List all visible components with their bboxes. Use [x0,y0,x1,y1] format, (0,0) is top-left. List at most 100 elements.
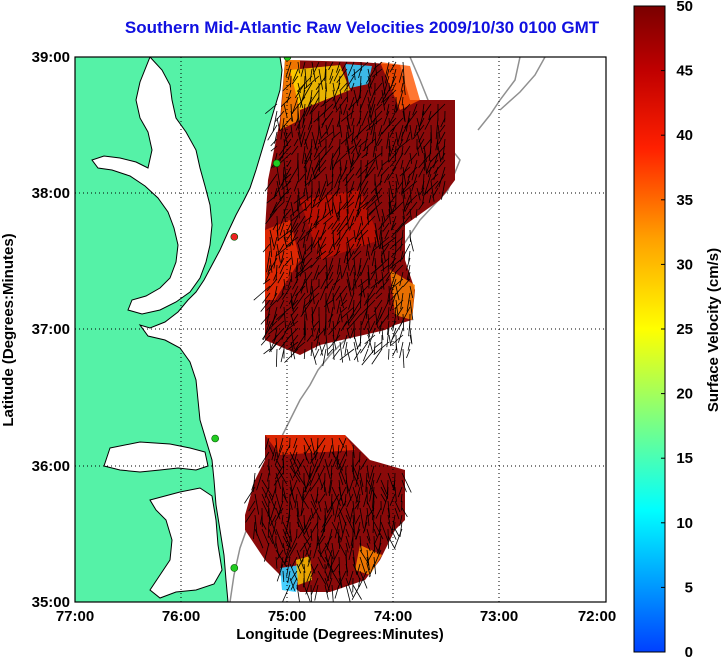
velocity-vector [346,208,349,229]
velocity-vector [369,479,375,502]
velocity-vector [411,173,418,192]
velocity-vector [406,348,411,359]
velocity-vector [317,549,326,563]
velocity-vector [276,243,281,263]
velocity-vector [258,451,270,469]
velocity-vector [299,264,306,277]
velocity-vector [329,68,334,80]
velocity-vector [346,327,351,339]
velocity-vector [295,264,299,279]
velocity-vector [268,201,278,220]
velocity-vector [293,451,298,465]
velocity-vector [324,570,330,582]
velocity-vector [283,208,286,223]
velocity-vector [276,306,292,320]
velocity-vector [287,278,292,289]
velocity-vector [303,96,313,118]
velocity-vector [297,61,300,74]
velocity-vector [336,222,348,236]
velocity-vector [391,222,404,238]
velocity-vector [289,479,298,497]
velocity-vector [337,208,341,217]
velocity-vector [348,542,354,561]
velocity-vector [277,271,285,284]
velocity-vector [368,465,375,483]
velocity-vector [332,451,340,468]
velocity-vector [322,348,327,367]
velocity-vector [313,215,320,226]
velocity-vector [389,493,396,506]
velocity-vector [375,306,383,325]
velocity-vector [397,180,404,190]
velocity-vector [402,208,405,220]
velocity-vector [399,166,411,177]
velocity-vector [409,124,413,140]
velocity-vector [261,528,270,546]
velocity-vector [387,306,390,320]
velocity-vector [278,138,292,156]
velocity-vector [265,208,278,225]
velocity-vector [402,110,406,121]
velocity-vector [331,159,334,170]
velocity-vector [291,96,306,114]
velocity-vector [392,313,397,332]
velocity-vector [395,180,398,193]
velocity-vector [388,194,393,214]
velocity-vector [291,75,299,85]
velocity-vector [353,243,362,255]
velocity-vector [297,131,302,147]
velocity-vector [270,138,278,147]
velocity-vector [353,229,357,243]
velocity-vector [295,110,306,131]
velocity-vector [254,514,258,536]
velocity-vector [331,173,334,191]
velocity-vector [373,521,384,540]
velocity-vector [346,236,352,257]
velocity-vector [352,500,356,523]
velocity-vector [308,173,313,186]
velocity-vector [339,264,343,280]
velocity-vector [314,131,320,150]
velocity-vector [351,117,355,126]
velocity-vector [334,521,340,539]
velocity-vector [381,124,390,135]
velocity-vector [303,584,311,602]
velocity-vector [282,145,285,159]
velocity-vector [327,493,340,513]
velocity-vector [402,313,405,332]
velocity-vector [388,201,391,214]
velocity-vector [338,465,347,485]
velocity-vector [372,500,375,521]
velocity-vector [416,187,421,201]
velocity-vector [423,152,427,173]
velocity-vector [336,257,341,275]
velocity-vector [421,103,425,116]
velocity-vector [328,61,334,71]
velocity-vector [296,584,300,602]
velocity-vector [289,486,296,503]
velocity-vector [384,173,390,184]
velocity-vector [346,271,352,290]
velocity-vector [347,61,355,76]
velocity-vector [402,215,405,227]
velocity-vector [360,257,369,276]
velocity-vector [362,348,369,362]
velocity-vector [346,138,350,154]
velocity-vector [310,493,317,508]
station-marker [211,434,219,443]
velocity-vector [394,500,401,513]
velocity-vector [318,535,326,546]
velocity-vector [297,89,304,109]
velocity-vector [313,145,320,158]
velocity-vector [345,577,354,598]
velocity-vector [272,222,278,231]
velocity-vector [346,173,348,183]
velocity-vector [290,313,295,327]
velocity-vector [331,451,344,471]
velocity-vector [283,138,286,148]
velocity-vector [265,437,270,450]
velocity-vector [308,549,312,563]
velocity-vector [401,145,404,156]
velocity-vector [410,152,418,161]
velocity-vector [383,75,390,96]
